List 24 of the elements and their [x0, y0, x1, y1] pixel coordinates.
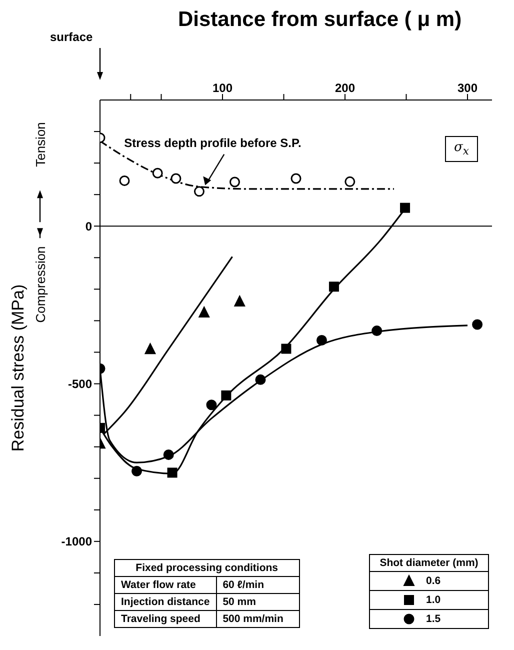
- annotation: 500 mm/min: [216, 610, 300, 628]
- annotation: Fixed processing conditions: [114, 560, 300, 576]
- text: surface: [50, 30, 93, 44]
- text: Compression: [32, 246, 48, 322]
- y-tick-label: -1000: [61, 534, 92, 549]
- legend-title: Shot diameter (mm): [378, 556, 480, 571]
- y-tick-label: -500: [68, 377, 92, 392]
- x-tick-label: 100: [212, 81, 233, 95]
- annotation: Water flow rate: [114, 576, 216, 594]
- legend-label: 0.6: [420, 572, 488, 590]
- annotation: Traveling speed: [114, 610, 216, 628]
- x-tick-label: 300: [457, 81, 478, 95]
- annotation: 60 ℓ/min: [216, 576, 300, 594]
- annotation: Stress depth profile before S.P.: [124, 136, 302, 150]
- annotation: σ$_{x}$: [445, 136, 478, 162]
- y-tick-label: 0: [85, 219, 92, 234]
- text: Tension: [32, 122, 48, 167]
- x-tick-label: 200: [334, 81, 356, 95]
- y-axis-title: Residual stress (MPa): [9, 284, 29, 452]
- chart-title: Distance from surface ( μ m): [178, 8, 462, 32]
- legend-label: 1.5: [420, 610, 488, 628]
- legend-label: 1.0: [420, 590, 488, 610]
- annotation: Injection distance: [114, 594, 216, 610]
- annotation: 50 mm: [216, 594, 300, 610]
